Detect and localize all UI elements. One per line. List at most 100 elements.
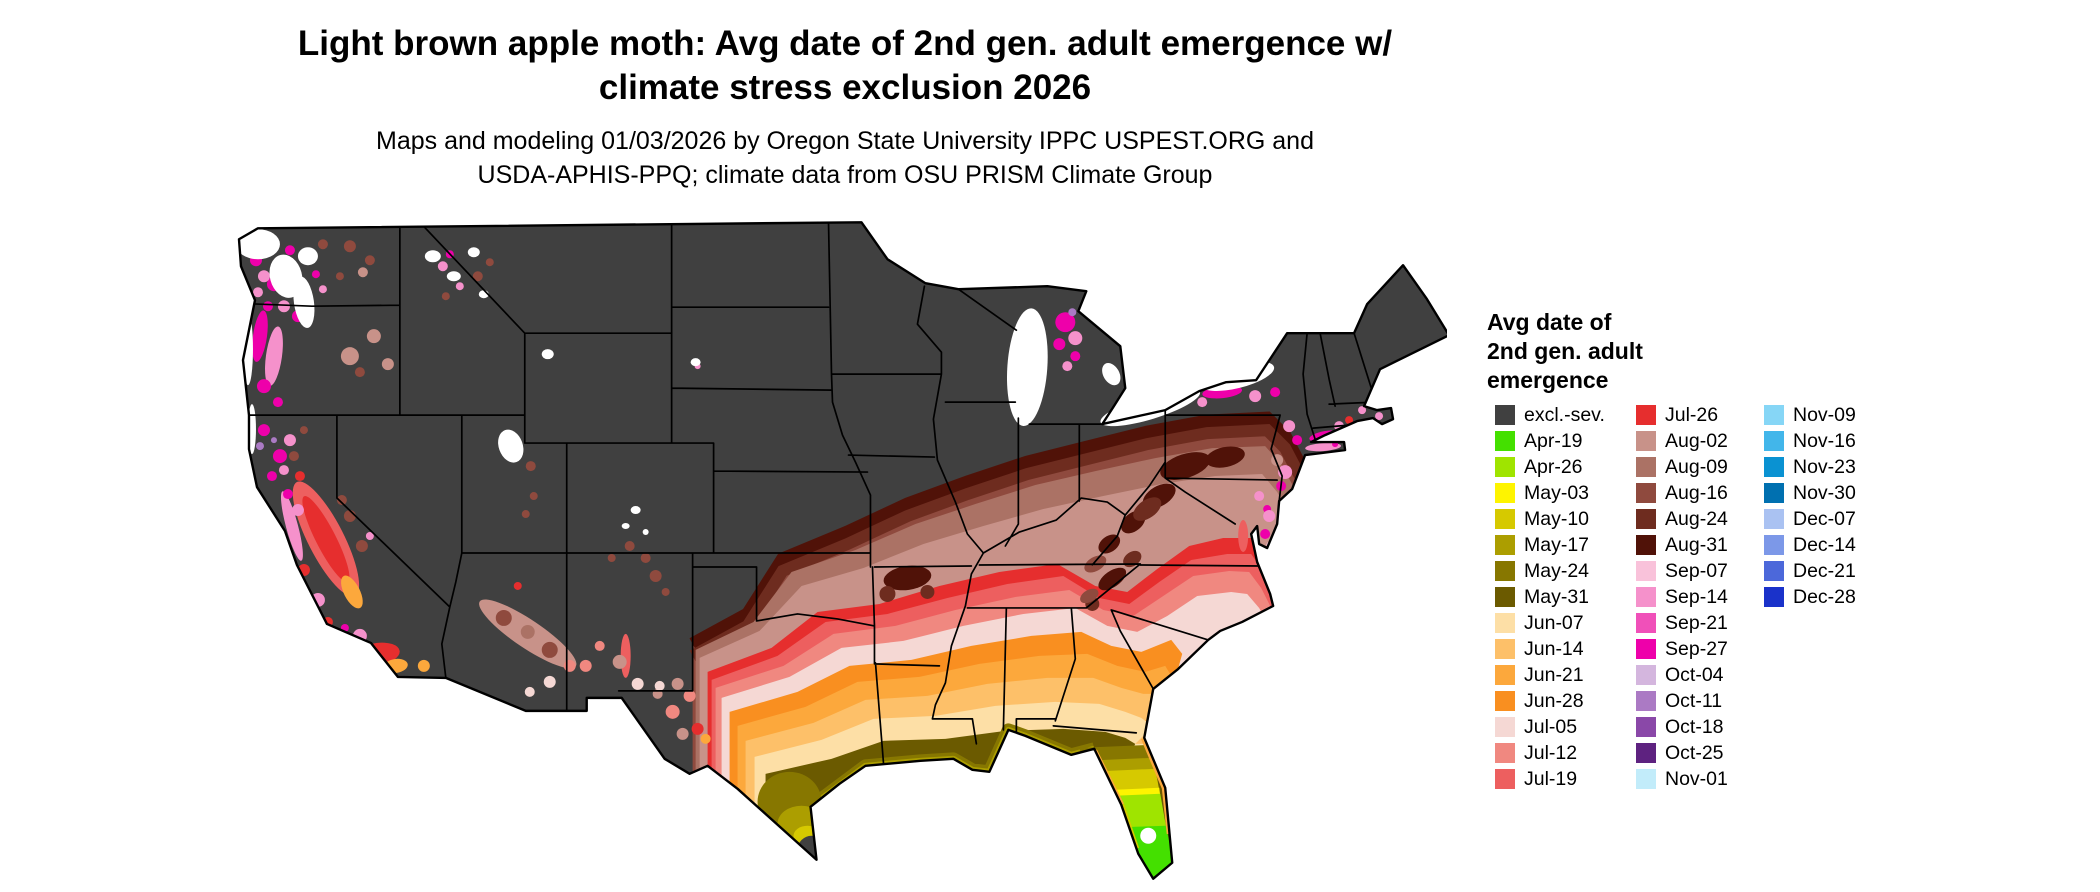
legend-item-jun07: Jun-07	[1495, 610, 1605, 636]
legend-swatch-sep07	[1636, 561, 1656, 581]
legend-swatch-may24	[1495, 561, 1515, 581]
legend-item-aug16: Aug-16	[1636, 480, 1728, 506]
legend-item-jul19: Jul-19	[1495, 766, 1605, 792]
legend-swatch-jun21	[1495, 665, 1515, 685]
legend-label-sep14: Sep-14	[1665, 585, 1728, 608]
legend-label-jun14: Jun-14	[1524, 637, 1584, 660]
legend-swatch-aug31	[1636, 535, 1656, 555]
highland-dark-patches	[879, 446, 1245, 611]
legend-item-oct25: Oct-25	[1636, 740, 1728, 766]
legend-swatch-may03	[1495, 483, 1515, 503]
legend-label-nov01: Nov-01	[1665, 767, 1728, 790]
legend-swatch-oct25	[1636, 743, 1656, 763]
title-line-1: Light brown apple moth: Avg date of 2nd …	[297, 24, 1393, 63]
legend-column-3: Nov-09 Nov-16 Nov-23 Nov-30 Dec-07 Dec-14 Dec-…	[1764, 402, 1856, 610]
legend-swatch-nov09	[1764, 405, 1784, 425]
legend-swatch-dec07	[1764, 509, 1784, 529]
legend-label-jun07: Jun-07	[1524, 611, 1584, 634]
legend-swatch-apr19	[1495, 431, 1515, 451]
legend-swatch-apr26	[1495, 457, 1515, 477]
legend-label-dec07: Dec-07	[1793, 507, 1856, 530]
legend-label-may24: May-24	[1524, 559, 1590, 582]
legend-item-aug02: Aug-02	[1636, 428, 1728, 454]
legend-item-may17: May-17	[1495, 532, 1605, 558]
legend-item-nov16: Nov-16	[1764, 428, 1856, 454]
legend-label-sep21: Sep-21	[1665, 611, 1728, 634]
florida-zones	[1079, 736, 1174, 879]
legend-item-apr19: Apr-19	[1495, 428, 1605, 454]
legend-item-may03: May-03	[1495, 480, 1605, 506]
legend-swatch-jul05	[1495, 717, 1515, 737]
lake-erie	[1100, 388, 1201, 427]
legend-label-jul12: Jul-12	[1524, 741, 1578, 764]
legend-swatch-excl	[1495, 405, 1515, 425]
legend-item-aug09: Aug-09	[1636, 454, 1728, 480]
lake-michigan	[1006, 308, 1048, 426]
legend-item-oct11: Oct-11	[1636, 688, 1728, 714]
legend-item-nov01: Nov-01	[1636, 766, 1728, 792]
legend-label-nov23: Nov-23	[1793, 455, 1856, 478]
legend-label-may31: May-31	[1524, 585, 1590, 608]
legend-swatch-may10	[1495, 509, 1515, 529]
legend-swatch-oct04	[1636, 665, 1656, 685]
legend-label-oct18: Oct-18	[1665, 715, 1724, 738]
legend-swatch-aug09	[1636, 457, 1656, 477]
legend-label-may03: May-03	[1524, 481, 1590, 504]
legend-label-nov09: Nov-09	[1793, 403, 1856, 426]
us-emergence-map	[228, 214, 1451, 884]
lake-huron	[1103, 301, 1147, 343]
legend-swatch-jun07	[1495, 613, 1515, 633]
title-line-2: climate stress exclusion 2026	[598, 68, 1092, 107]
legend-swatch-nov16	[1764, 431, 1784, 451]
legend-item-sep07: Sep-07	[1636, 558, 1728, 584]
legend-swatch-oct11	[1636, 691, 1656, 711]
legend-item-aug24: Aug-24	[1636, 506, 1728, 532]
legend-label-sep07: Sep-07	[1665, 559, 1728, 582]
subtitle-line-2: USDA-APHIS-PPQ; climate data from OSU PR…	[477, 161, 1213, 189]
legend-column-2: Jul-26 Aug-02 Aug-09 Aug-16 Aug-24 Aug-31 Sep-…	[1636, 402, 1728, 792]
legend-swatch-aug02	[1636, 431, 1656, 451]
legend-label-jul05: Jul-05	[1524, 715, 1578, 738]
legend-item-nov30: Nov-30	[1764, 480, 1856, 506]
legend-swatch-sep14	[1636, 587, 1656, 607]
legend-label-oct04: Oct-04	[1665, 663, 1724, 686]
legend-label-sep27: Sep-27	[1665, 637, 1728, 660]
legend-label-oct11: Oct-11	[1665, 689, 1723, 712]
legend-item-jul05: Jul-05	[1495, 714, 1605, 740]
legend-swatch-jul19	[1495, 769, 1515, 789]
legend-item-oct04: Oct-04	[1636, 662, 1728, 688]
legend-label-jun28: Jun-28	[1524, 689, 1584, 712]
legend-label-may17: May-17	[1524, 533, 1590, 556]
legend-item-jun28: Jun-28	[1495, 688, 1605, 714]
legend-item-may31: May-31	[1495, 584, 1605, 610]
legend-swatch-jun28	[1495, 691, 1515, 711]
legend-item-apr26: Apr-26	[1495, 454, 1605, 480]
legend-item-nov23: Nov-23	[1764, 454, 1856, 480]
legend-swatch-may31	[1495, 587, 1515, 607]
legend-item-jul12: Jul-12	[1495, 740, 1605, 766]
legend-swatch-oct18	[1636, 717, 1656, 737]
legend-title-line-3: emergence	[1487, 367, 1609, 393]
state-borders	[238, 222, 1376, 764]
legend-swatch-may17	[1495, 535, 1515, 555]
legend-swatch-dec14	[1764, 535, 1784, 555]
legend-label-dec14: Dec-14	[1793, 533, 1856, 556]
legend-item-sep27: Sep-27	[1636, 636, 1728, 662]
legend-item-jun14: Jun-14	[1495, 636, 1605, 662]
legend-swatch-nov30	[1764, 483, 1784, 503]
legend-label-jun21: Jun-21	[1524, 663, 1584, 686]
legend-swatch-jul12	[1495, 743, 1515, 763]
legend-label-jul19: Jul-19	[1524, 767, 1578, 790]
legend-label-excl: excl.-sev.	[1524, 403, 1605, 426]
subtitle-line-1: Maps and modeling 01/03/2026 by Oregon S…	[376, 127, 1314, 155]
legend-label-may10: May-10	[1524, 507, 1590, 530]
legend-swatch-dec28	[1764, 587, 1784, 607]
legend-item-nov09: Nov-09	[1764, 402, 1856, 428]
legend-label-dec28: Dec-28	[1793, 585, 1856, 608]
legend-swatch-nov01	[1636, 769, 1656, 789]
lake-okeechobee	[1140, 827, 1157, 844]
legend-label-aug31: Aug-31	[1665, 533, 1728, 556]
legend-swatch-sep27	[1636, 639, 1656, 659]
legend-swatch-aug16	[1636, 483, 1656, 503]
legend-item-dec07: Dec-07	[1764, 506, 1856, 532]
